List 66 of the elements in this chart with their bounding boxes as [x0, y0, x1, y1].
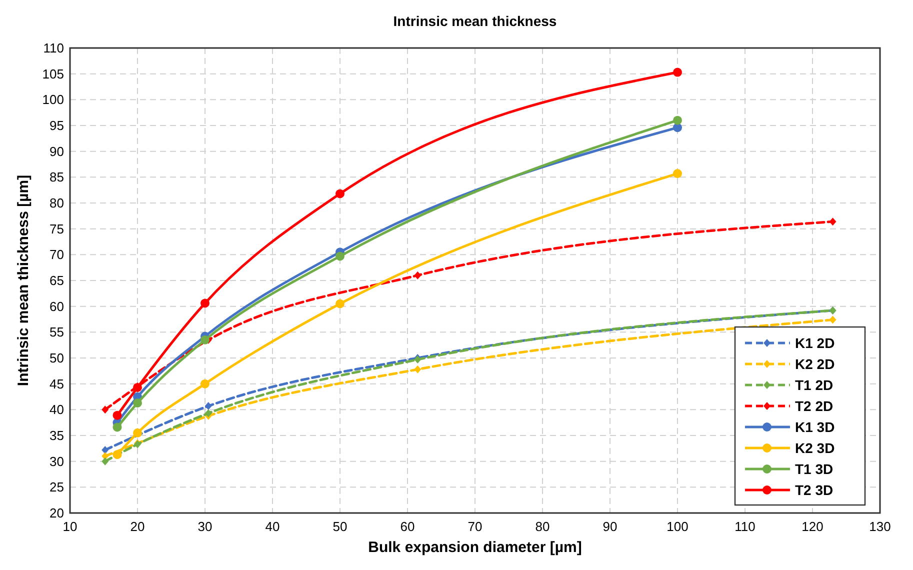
point — [204, 409, 212, 418]
legend-label: T2 2D — [795, 398, 834, 414]
point — [102, 406, 109, 414]
y-tick-label: 55 — [50, 324, 64, 340]
point — [204, 402, 212, 410]
point — [112, 422, 122, 432]
point — [829, 316, 836, 324]
x-tick-label: 10 — [62, 519, 78, 534]
y-tick-label: 85 — [50, 170, 64, 185]
point — [200, 379, 210, 388]
x-tick-label: 110 — [734, 519, 756, 534]
y-tick-label: 20 — [50, 506, 64, 520]
point — [133, 398, 142, 408]
point — [102, 457, 109, 466]
point — [102, 446, 109, 454]
point — [336, 252, 344, 261]
y-tick-label: 65 — [50, 273, 64, 288]
y-tick-label: 25 — [50, 480, 64, 495]
point — [673, 68, 682, 77]
point — [336, 299, 344, 308]
legend-label: K2 2D — [795, 356, 835, 372]
x-axis-title: Bulk expansion diameter [µm] — [368, 539, 582, 556]
x-tick-label: 40 — [265, 519, 280, 534]
x-tick-label: 130 — [869, 519, 891, 534]
legend-label: T1 3D — [795, 461, 834, 477]
y-axis-title: Intrinsic mean thickness [µm] — [15, 174, 32, 386]
point — [414, 271, 422, 280]
x-tick-label: 100 — [666, 519, 688, 534]
y-tick-label: 30 — [50, 454, 64, 469]
y-tick-label: 35 — [50, 428, 64, 443]
y-tick-label: 90 — [50, 144, 64, 159]
point — [112, 450, 122, 460]
y-tick-label: 110 — [43, 40, 64, 56]
y-tick-label: 40 — [50, 402, 64, 418]
legend-label: T2 3D — [795, 482, 834, 498]
point — [336, 189, 344, 198]
point — [673, 116, 682, 125]
legend-label: K1 3D — [795, 419, 835, 435]
point — [829, 218, 836, 226]
point — [200, 335, 210, 344]
x-tick-label: 120 — [802, 519, 824, 534]
y-tick-label: 70 — [50, 247, 64, 262]
y-tick-label: 105 — [42, 66, 64, 82]
x-tick-label: 60 — [400, 519, 415, 534]
y-tick-label: 75 — [50, 221, 64, 236]
legend-label: K2 3D — [795, 440, 835, 456]
point — [133, 428, 142, 438]
legend-label: K1 2D — [795, 335, 835, 351]
point — [200, 298, 210, 308]
y-tick-label: 50 — [50, 350, 64, 366]
y-tick-label: 45 — [50, 376, 64, 392]
x-tick-label: 70 — [468, 519, 482, 534]
point — [673, 169, 682, 178]
legend-label: T1 2D — [795, 377, 834, 393]
x-tick-label: 80 — [535, 519, 550, 534]
y-tick-label: 95 — [50, 118, 64, 133]
y-tick-label: 100 — [42, 92, 64, 108]
chart-title: Intrinsic mean thickness — [393, 13, 557, 29]
y-tick-label: 80 — [50, 196, 64, 210]
point — [112, 410, 122, 420]
x-tick-label: 20 — [130, 519, 145, 534]
x-tick-label: 90 — [602, 519, 618, 534]
point — [414, 365, 422, 374]
x-tick-label: 30 — [198, 519, 212, 534]
y-tick-label: 60 — [50, 298, 64, 314]
x-tick-label: 50 — [332, 519, 348, 534]
